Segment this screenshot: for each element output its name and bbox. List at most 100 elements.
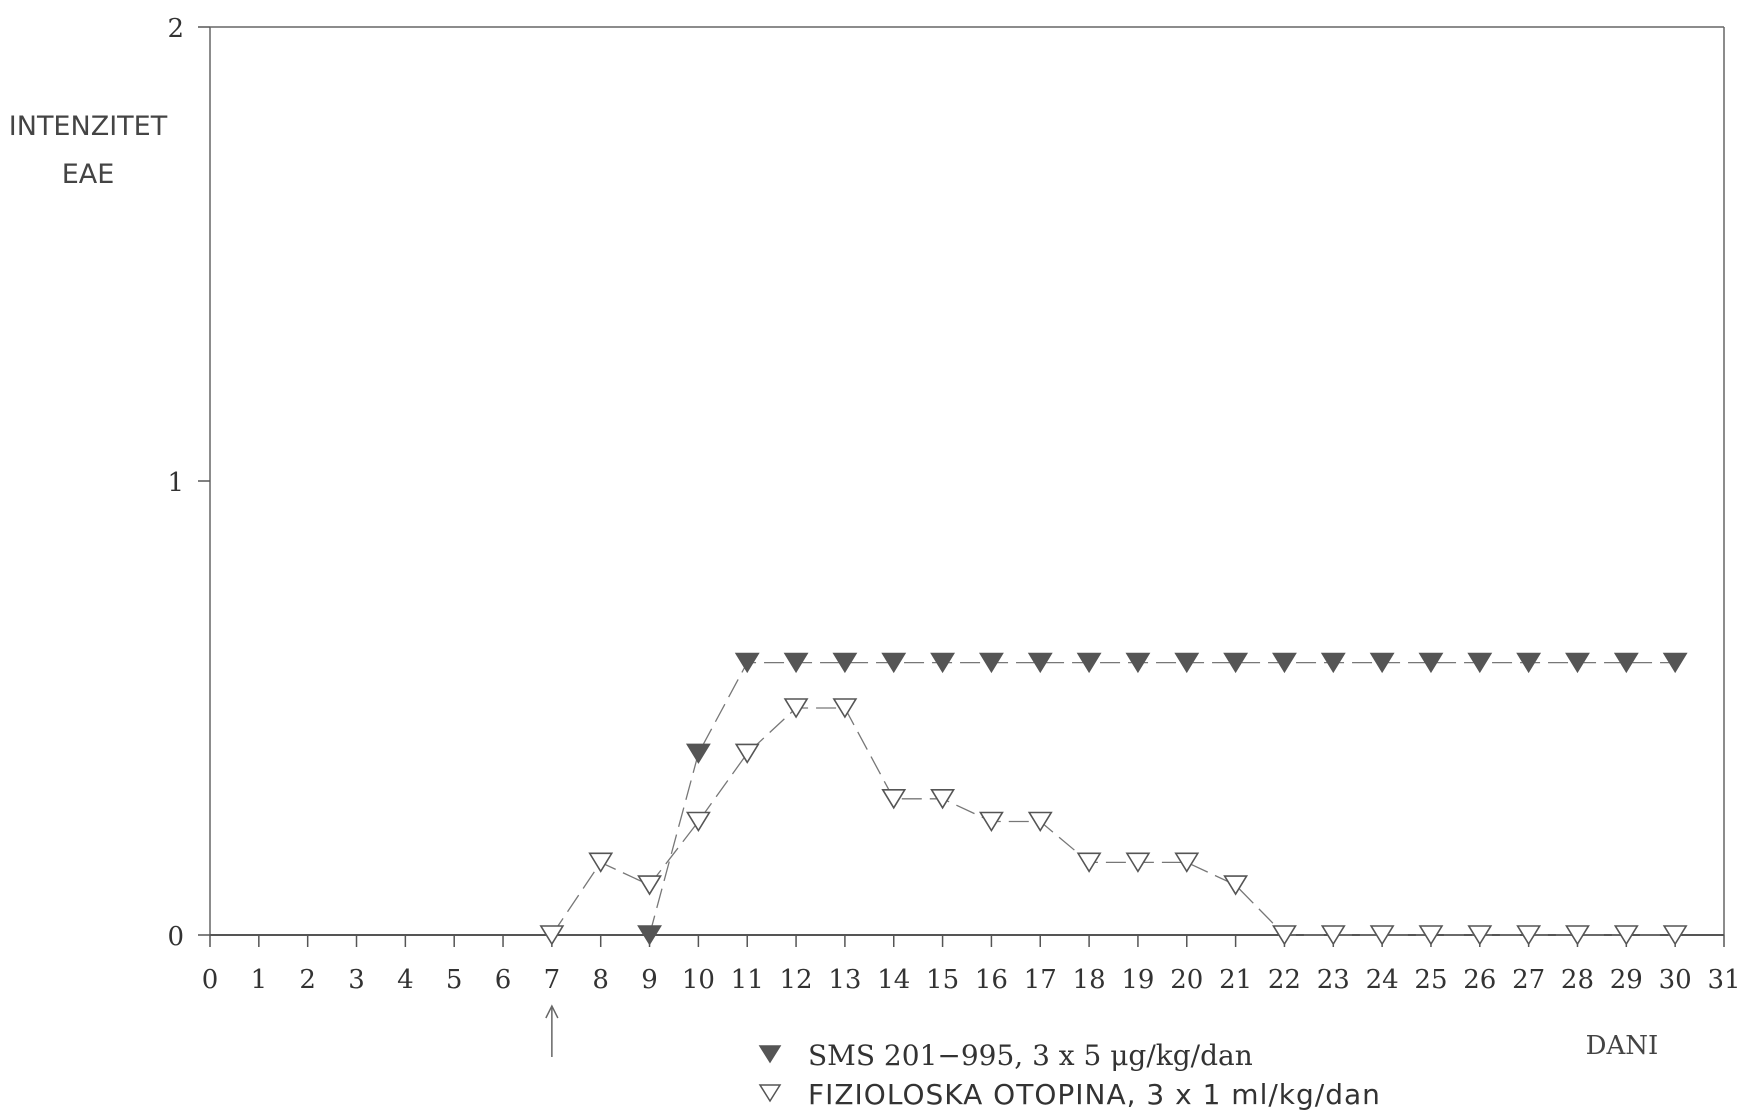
series-sms [637,652,1688,946]
series-layer [539,652,1688,946]
legend-item-sms: SMS 201−995, 3 x 5 μg/kg/dan [758,1039,1253,1072]
data-point [1027,652,1053,674]
data-point [978,811,1004,833]
x-tick-label: 8 [592,965,609,995]
data-point [1369,652,1395,674]
data-point [1467,925,1493,946]
series-line [648,661,1676,936]
x-tick-label: 29 [1610,965,1643,995]
data-point [1418,925,1444,946]
x-tick-label: 6 [495,965,512,995]
data-point [881,789,907,810]
data-point [1369,925,1395,946]
x-tick-label: 2 [299,965,316,995]
data-point [1076,652,1102,674]
series-fizioloska [539,698,1688,946]
series-line [551,707,1676,936]
x-tick-label: 20 [1170,965,1203,995]
data-point [783,698,809,719]
y-tick-label: 1 [167,468,184,498]
data-point [881,652,907,674]
data-point [1662,652,1688,674]
x-tick-label: 4 [397,965,414,995]
data-point [978,652,1004,674]
x-tick-label: 14 [877,965,910,995]
data-point [1272,652,1297,674]
y-axis-label-line-1: INTENZITET [9,111,168,142]
x-tick-label: 31 [1707,965,1740,995]
x-tick-label: 15 [926,965,959,995]
x-tick-label: 23 [1317,965,1350,995]
x-tick-label: 11 [731,965,764,995]
x-tick-label: 12 [780,965,813,995]
data-point [1125,852,1151,873]
x-axis-label: DANI [1586,1031,1659,1061]
x-tick-label: 16 [975,965,1008,995]
data-point [1174,852,1200,873]
x-tick-label: 28 [1561,965,1594,995]
x-tick-label: 0 [202,965,219,995]
arrow-up-icon [545,1004,559,1057]
data-point [930,789,956,810]
data-point [734,743,760,764]
x-tick-label: 5 [446,965,463,995]
x-tick-label: 10 [682,965,715,995]
data-point [1613,652,1639,674]
data-point [1613,925,1639,946]
legend-item-fizioloska: FIZIOLOSKA OTOPINA, 3 x 1 ml/kg/dan [758,1078,1381,1111]
data-point [1320,652,1346,674]
data-point [930,652,956,674]
data-point [1565,925,1590,946]
data-point [1272,925,1297,946]
x-tick-label: 3 [348,965,365,995]
data-point [685,743,711,764]
data-point [539,925,565,946]
x-tick-label: 18 [1073,965,1106,995]
data-point [1223,652,1249,674]
data-point [1174,652,1200,674]
data-point [1076,852,1102,873]
data-point [1125,652,1151,674]
data-point [1516,652,1542,674]
data-point [1565,652,1590,674]
legend: SMS 201−995, 3 x 5 μg/kg/dan FIZIOLOSKA … [758,1039,1381,1111]
x-tick-label: 30 [1659,965,1692,995]
data-point [783,652,809,674]
x-tick-label: 9 [641,965,658,995]
data-point [832,698,858,719]
y-axis-label-line-2: EAE [62,159,115,190]
y-tick-label: 2 [167,14,184,44]
x-tick-label: 27 [1512,965,1545,995]
x-tick-label: 22 [1268,965,1301,995]
data-point [1223,875,1249,896]
x-tick-label: 17 [1024,965,1057,995]
data-point [1467,652,1493,674]
labels-layer: INTENZITET EAE DANI [9,111,1659,1061]
data-point [1516,925,1542,946]
x-tick-label: 1 [251,965,268,995]
x-tick-label: 13 [828,965,861,995]
data-point [1027,811,1053,833]
data-point [832,652,858,674]
data-point [1418,652,1444,674]
legend-open-triangle-icon [758,1084,782,1103]
legend-label-fizioloska: FIZIOLOSKA OTOPINA, 3 x 1 ml/kg/dan [808,1078,1381,1111]
data-point [1662,925,1688,946]
data-point [1320,925,1346,946]
legend-label-sms: SMS 201−995, 3 x 5 μg/kg/dan [808,1039,1253,1072]
x-tick-label: 19 [1121,965,1154,995]
x-tick-label: 7 [544,965,561,995]
data-point [637,925,662,946]
data-point [734,652,760,674]
x-tick-label: 24 [1366,965,1399,995]
y-tick-label: 0 [167,922,184,952]
data-point [685,811,711,833]
data-point [637,875,662,896]
x-tick-label: 26 [1463,965,1496,995]
data-point [588,852,614,873]
x-tick-label: 25 [1414,965,1447,995]
legend-filled-triangle-icon [758,1045,782,1064]
